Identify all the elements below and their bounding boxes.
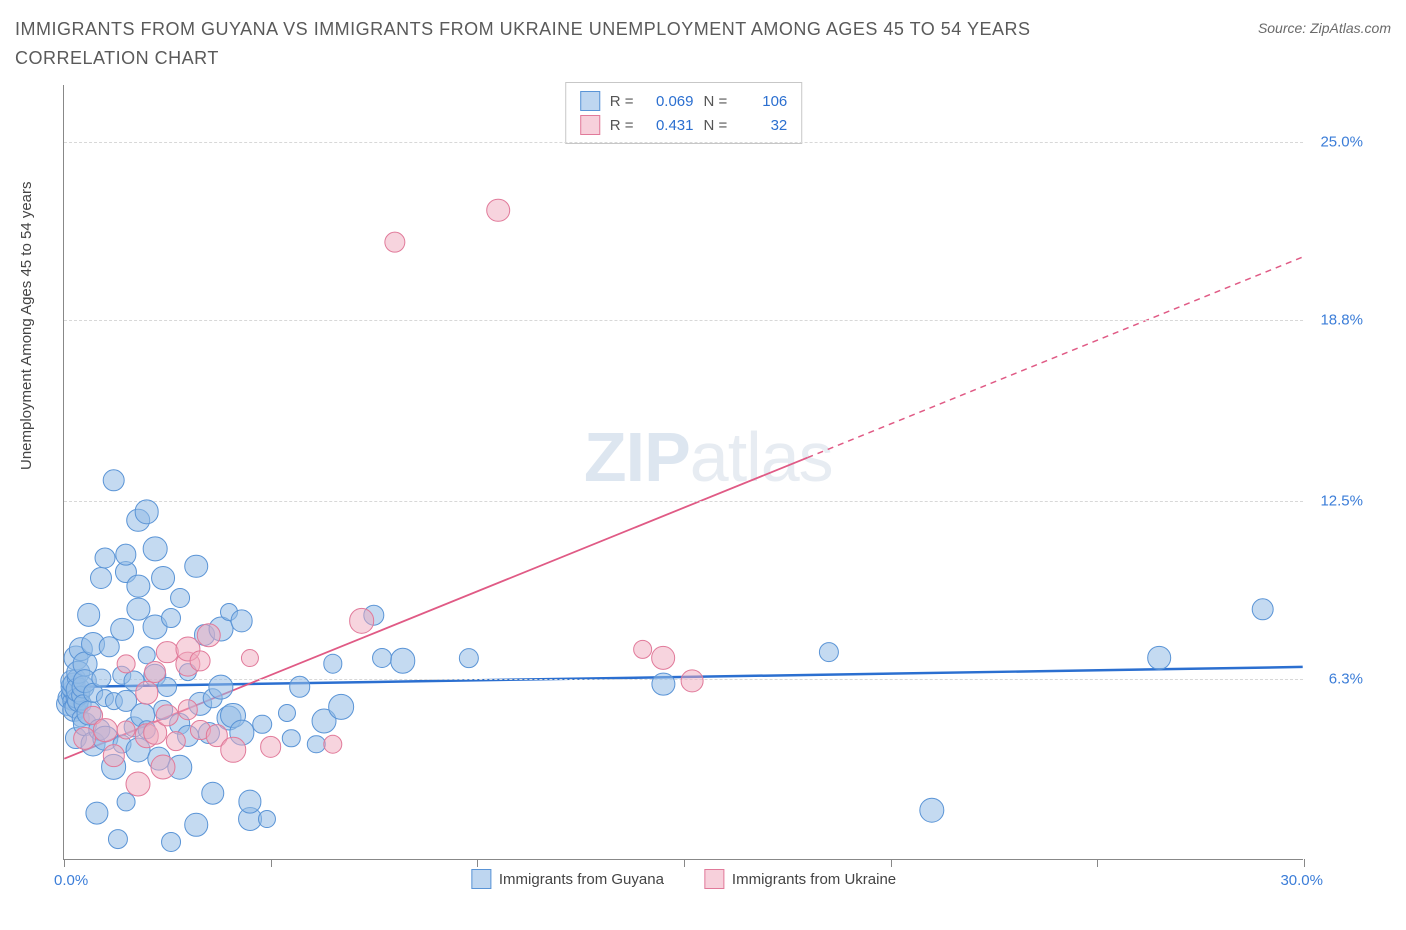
legend-item: Immigrants from Guyana bbox=[471, 869, 664, 889]
data-point bbox=[328, 694, 354, 720]
trend-line-extrapolated bbox=[807, 257, 1302, 458]
data-point bbox=[258, 810, 276, 828]
data-point bbox=[1251, 598, 1274, 621]
gridline bbox=[64, 142, 1303, 143]
n-value: 106 bbox=[737, 93, 787, 110]
data-point bbox=[185, 554, 209, 578]
data-point bbox=[95, 547, 116, 568]
data-point bbox=[77, 603, 101, 627]
y-tick-label: 6.3% bbox=[1329, 671, 1363, 688]
data-point bbox=[161, 608, 181, 628]
chart-title: IMMIGRANTS FROM GUYANA VS IMMIGRANTS FRO… bbox=[15, 15, 1115, 73]
data-point bbox=[134, 499, 159, 524]
x-tick bbox=[891, 859, 892, 867]
n-label: N = bbox=[704, 117, 728, 134]
trend-lines-layer bbox=[64, 85, 1303, 859]
y-tick-label: 12.5% bbox=[1320, 493, 1363, 510]
data-point bbox=[161, 832, 181, 852]
data-point bbox=[230, 609, 253, 632]
data-point bbox=[221, 737, 247, 763]
legend-item: Immigrants from Ukraine bbox=[704, 869, 896, 889]
data-point bbox=[117, 654, 136, 673]
y-axis-label: Unemployment Among Ages 45 to 54 years bbox=[18, 181, 35, 470]
gridline bbox=[64, 501, 1303, 502]
y-tick-label: 18.8% bbox=[1320, 312, 1363, 329]
x-tick bbox=[271, 859, 272, 867]
legend-label: Immigrants from Ukraine bbox=[732, 871, 896, 888]
series-swatch bbox=[580, 115, 600, 135]
data-point bbox=[681, 670, 704, 693]
x-tick bbox=[1304, 859, 1305, 867]
data-point bbox=[486, 199, 510, 223]
x-tick bbox=[684, 859, 685, 867]
data-point bbox=[156, 704, 179, 727]
n-value: 32 bbox=[737, 117, 787, 134]
x-axis-min-label: 0.0% bbox=[54, 872, 88, 889]
legend-swatch bbox=[471, 869, 491, 889]
x-tick bbox=[477, 859, 478, 867]
data-point bbox=[633, 640, 653, 660]
stats-row: R = 0.069 N = 106 bbox=[580, 89, 788, 113]
x-axis-max-label: 30.0% bbox=[1280, 872, 1323, 889]
stats-row: R = 0.431 N = 32 bbox=[580, 113, 788, 137]
source-attribution: Source: ZipAtlas.com bbox=[1258, 20, 1391, 36]
data-point bbox=[90, 567, 112, 589]
data-point bbox=[253, 714, 273, 734]
data-point bbox=[278, 704, 296, 722]
r-label: R = bbox=[610, 117, 634, 134]
data-point bbox=[151, 566, 175, 590]
r-value: 0.069 bbox=[644, 93, 694, 110]
data-point bbox=[144, 661, 166, 683]
data-point bbox=[151, 755, 176, 780]
n-label: N = bbox=[704, 93, 728, 110]
data-point bbox=[143, 537, 168, 562]
data-point bbox=[117, 720, 136, 739]
x-tick bbox=[1097, 859, 1098, 867]
legend-label: Immigrants from Guyana bbox=[499, 871, 664, 888]
scatter-chart: ZIPatlas R =0.069N =106R =0.431N =32 0.0… bbox=[63, 85, 1303, 860]
data-point bbox=[190, 651, 211, 672]
legend-swatch bbox=[704, 869, 724, 889]
data-point bbox=[185, 813, 209, 837]
data-point bbox=[126, 772, 151, 797]
data-point bbox=[260, 736, 282, 758]
chart-header: IMMIGRANTS FROM GUYANA VS IMMIGRANTS FRO… bbox=[15, 15, 1391, 73]
r-value: 0.431 bbox=[644, 117, 694, 134]
gridline bbox=[64, 320, 1303, 321]
stats-legend-box: R = 0.069 N = 106 R = 0.431 N = 32 bbox=[565, 82, 803, 144]
data-point bbox=[349, 608, 375, 634]
data-point bbox=[289, 676, 311, 698]
data-point bbox=[170, 588, 190, 608]
y-tick-label: 25.0% bbox=[1320, 134, 1363, 151]
series-swatch bbox=[580, 91, 600, 111]
x-tick bbox=[64, 859, 65, 867]
data-point bbox=[372, 648, 392, 668]
r-label: R = bbox=[610, 93, 634, 110]
data-point bbox=[110, 618, 134, 642]
data-point bbox=[1148, 646, 1172, 670]
data-point bbox=[102, 469, 125, 492]
bottom-legend: Immigrants from Guyana Immigrants from Uk… bbox=[471, 869, 896, 889]
data-point bbox=[651, 646, 675, 670]
